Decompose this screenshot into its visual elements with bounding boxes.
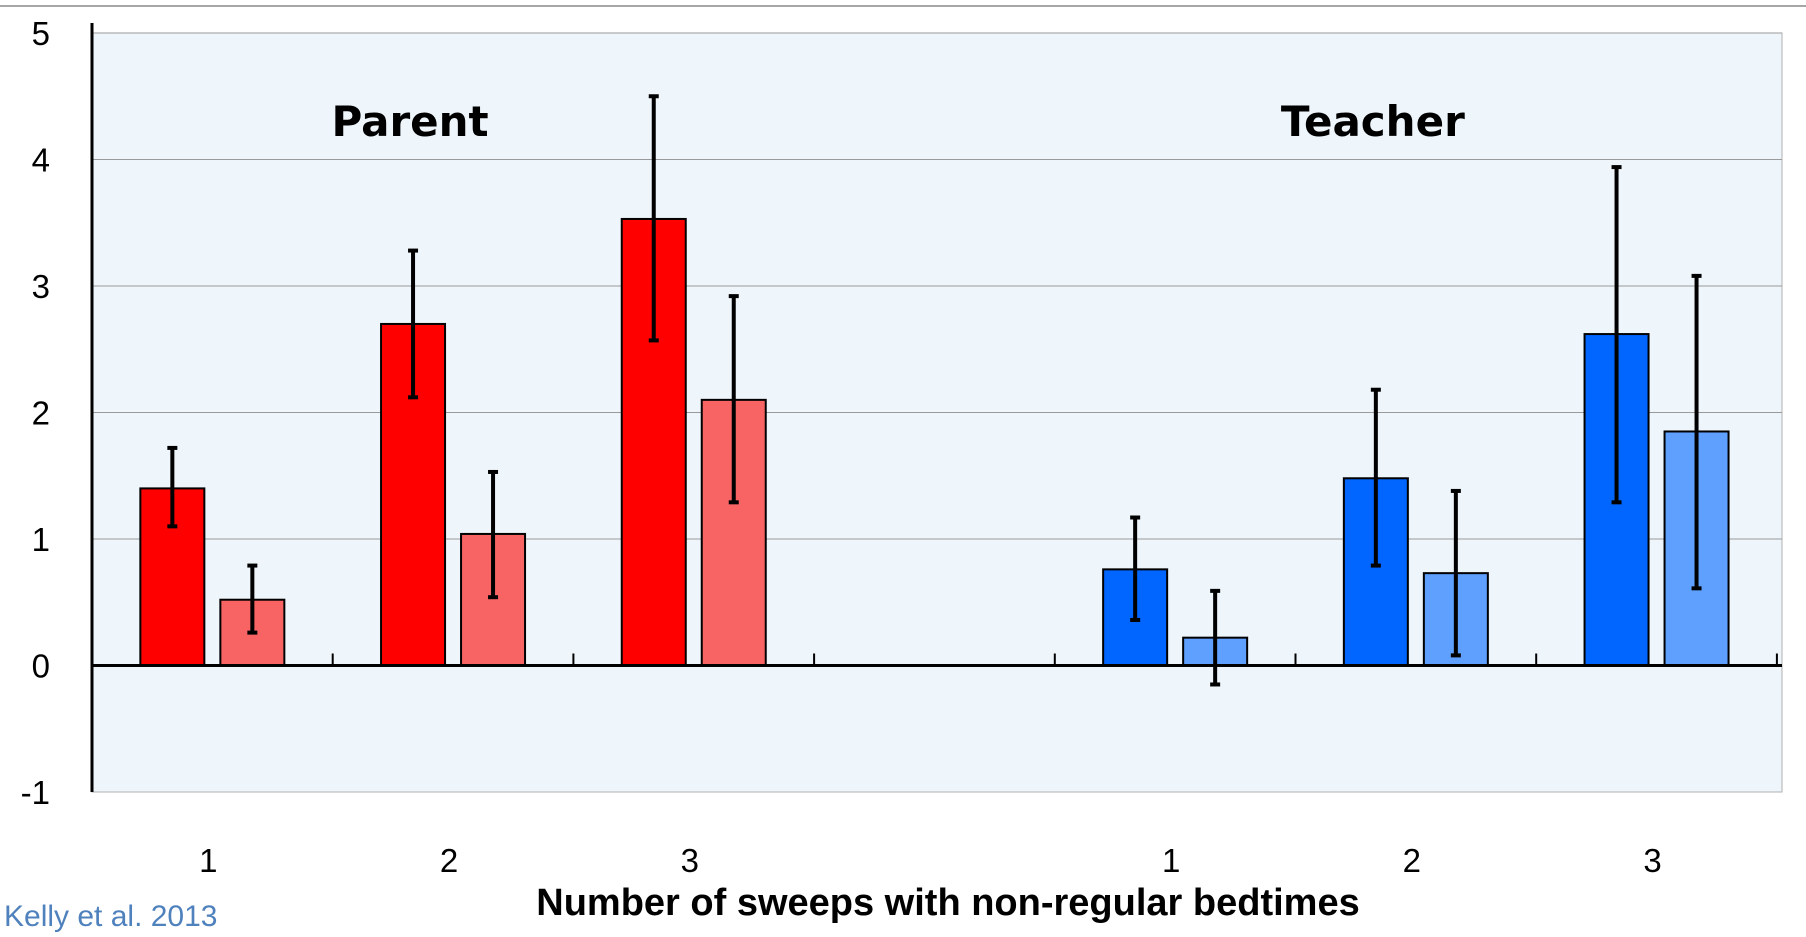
y-tick-label: -1 [21, 774, 50, 811]
y-tick-label: 3 [32, 268, 50, 305]
group-title: Parent [331, 97, 488, 146]
gridlines [0, 5, 1806, 793]
x-tick-label: 3 [1643, 842, 1661, 879]
x-tick-label: 1 [199, 842, 217, 879]
x-tick-label: 3 [681, 842, 699, 879]
x-tick-label: 1 [1162, 842, 1180, 879]
citation-credit: Kelly et al. 2013 [4, 900, 218, 933]
x-tick-label: 2 [1403, 842, 1421, 879]
y-tick-label: 2 [32, 395, 50, 432]
y-tick-label: 0 [32, 648, 50, 685]
labels: 5 4 3 2 1 0 -1 1 2 3 Parent 1 2 3 Teacher [21, 15, 1662, 879]
group-title: Teacher [1281, 97, 1465, 146]
x-tick-label: 2 [440, 842, 458, 879]
x-axis-label: Number of sweeps with non-regular bedtim… [536, 882, 1360, 924]
y-tick-label: 4 [32, 142, 50, 179]
y-tick-label: 1 [32, 521, 50, 558]
error-bars [167, 94, 1702, 687]
y-tick-label: 5 [32, 15, 50, 52]
axes [90, 23, 1782, 792]
